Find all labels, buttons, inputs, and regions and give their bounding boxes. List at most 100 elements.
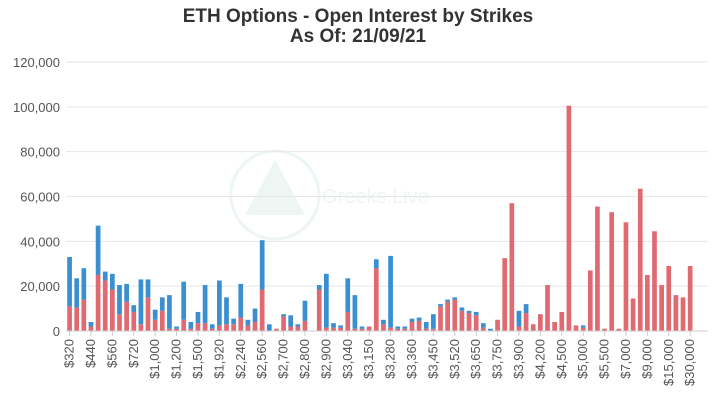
bar-calls: [516, 310, 522, 327]
bar-puts: [495, 319, 500, 331]
bar-calls: [452, 297, 458, 300]
bar-calls: [117, 285, 122, 315]
bar-calls: [523, 304, 529, 314]
bar-puts: [316, 289, 322, 331]
bar-puts: [381, 324, 386, 331]
bar-calls: [338, 325, 343, 328]
bar-calls: [402, 326, 408, 329]
bar-puts: [331, 327, 336, 331]
x-tick-label: $4,500: [554, 339, 569, 379]
x-tick-label: $3,750: [490, 339, 505, 379]
bar-puts: [217, 325, 222, 331]
bar-calls: [138, 279, 144, 325]
bar-calls: [67, 257, 72, 307]
bar-puts: [480, 327, 486, 331]
x-tick-label: $2,900: [318, 339, 333, 379]
x-tick-label: $5,500: [597, 339, 612, 379]
bar-puts: [602, 328, 607, 331]
bar-puts: [452, 299, 458, 331]
bar-puts: [238, 317, 244, 331]
bar-puts: [573, 325, 579, 331]
bar-calls: [302, 300, 308, 321]
bar-puts: [373, 268, 379, 331]
bar-puts: [245, 325, 251, 331]
bar-puts: [388, 327, 393, 331]
bar-calls: [252, 308, 258, 323]
bar-puts: [181, 319, 187, 331]
x-tick-label: $2,240: [233, 339, 248, 379]
bar-puts: [259, 289, 265, 331]
bar-calls: [181, 281, 187, 320]
bar-calls: [217, 280, 222, 326]
bar-calls: [145, 279, 151, 298]
x-tick-label: $3,280: [383, 339, 398, 379]
bar-puts: [538, 314, 543, 331]
bar-calls: [74, 278, 80, 308]
bar-puts: [523, 313, 529, 331]
bar-calls: [174, 326, 179, 329]
bar-calls: [288, 315, 294, 327]
gridlines: [66, 61, 708, 287]
x-tick-label: $3,650: [468, 339, 483, 379]
bar-puts: [459, 310, 465, 331]
bar-puts: [231, 324, 236, 331]
x-tick-label: $15,000: [661, 339, 676, 386]
bar-puts: [88, 326, 94, 331]
bar-puts: [609, 212, 615, 331]
x-tick-label: $440: [83, 339, 98, 368]
bar-puts: [324, 327, 329, 331]
x-tick-label: $3,150: [361, 339, 376, 379]
bar-puts: [680, 297, 686, 331]
bar-puts: [117, 314, 122, 331]
bar-puts: [559, 311, 565, 331]
bar-calls: [167, 295, 172, 329]
y-tick-label: 120,000: [13, 55, 60, 70]
y-tick-label: 80,000: [20, 145, 60, 160]
bar-puts: [145, 297, 151, 331]
bar-puts: [95, 274, 101, 331]
x-tick-label: $1,000: [147, 339, 162, 379]
bar-calls: [416, 317, 422, 321]
bar-calls: [231, 318, 236, 325]
bar-calls: [381, 319, 386, 325]
bar-puts: [152, 319, 158, 331]
bar-calls: [345, 278, 351, 312]
x-tick-label: $9,000: [639, 339, 654, 379]
bar-calls: [281, 314, 286, 317]
bar-calls: [388, 255, 393, 328]
bar-calls: [373, 259, 379, 269]
bar-puts: [409, 322, 415, 331]
x-tick-label: $7,000: [618, 339, 633, 379]
watermark: Greeks.Live: [229, 149, 429, 241]
bar-puts: [159, 310, 165, 331]
bars: [67, 105, 693, 332]
bar-puts: [652, 231, 657, 331]
y-tick-label: 60,000: [20, 190, 60, 205]
bar-puts: [288, 326, 294, 331]
x-tick-label: $3,900: [511, 339, 526, 379]
bar-calls: [466, 310, 472, 314]
bar-puts: [81, 299, 87, 331]
bar-puts: [673, 295, 679, 331]
bar-calls: [324, 273, 329, 328]
bar-puts: [102, 280, 108, 331]
bar-puts: [224, 324, 229, 331]
bar-puts: [438, 306, 443, 331]
bar-puts: [352, 328, 358, 331]
bar-puts: [687, 265, 693, 331]
bar-calls: [395, 326, 401, 329]
bar-puts: [637, 188, 643, 331]
bar-puts: [509, 203, 515, 331]
bar-puts: [552, 322, 557, 331]
bar-calls: [266, 324, 272, 331]
bar-puts: [209, 328, 215, 331]
bar-puts: [188, 328, 194, 331]
bar-puts: [530, 324, 536, 331]
bar-calls: [480, 323, 486, 328]
bar-calls: [88, 322, 94, 327]
bar-calls: [224, 297, 229, 325]
x-tick-label: $3,040: [340, 339, 355, 379]
bar-puts: [545, 285, 550, 331]
